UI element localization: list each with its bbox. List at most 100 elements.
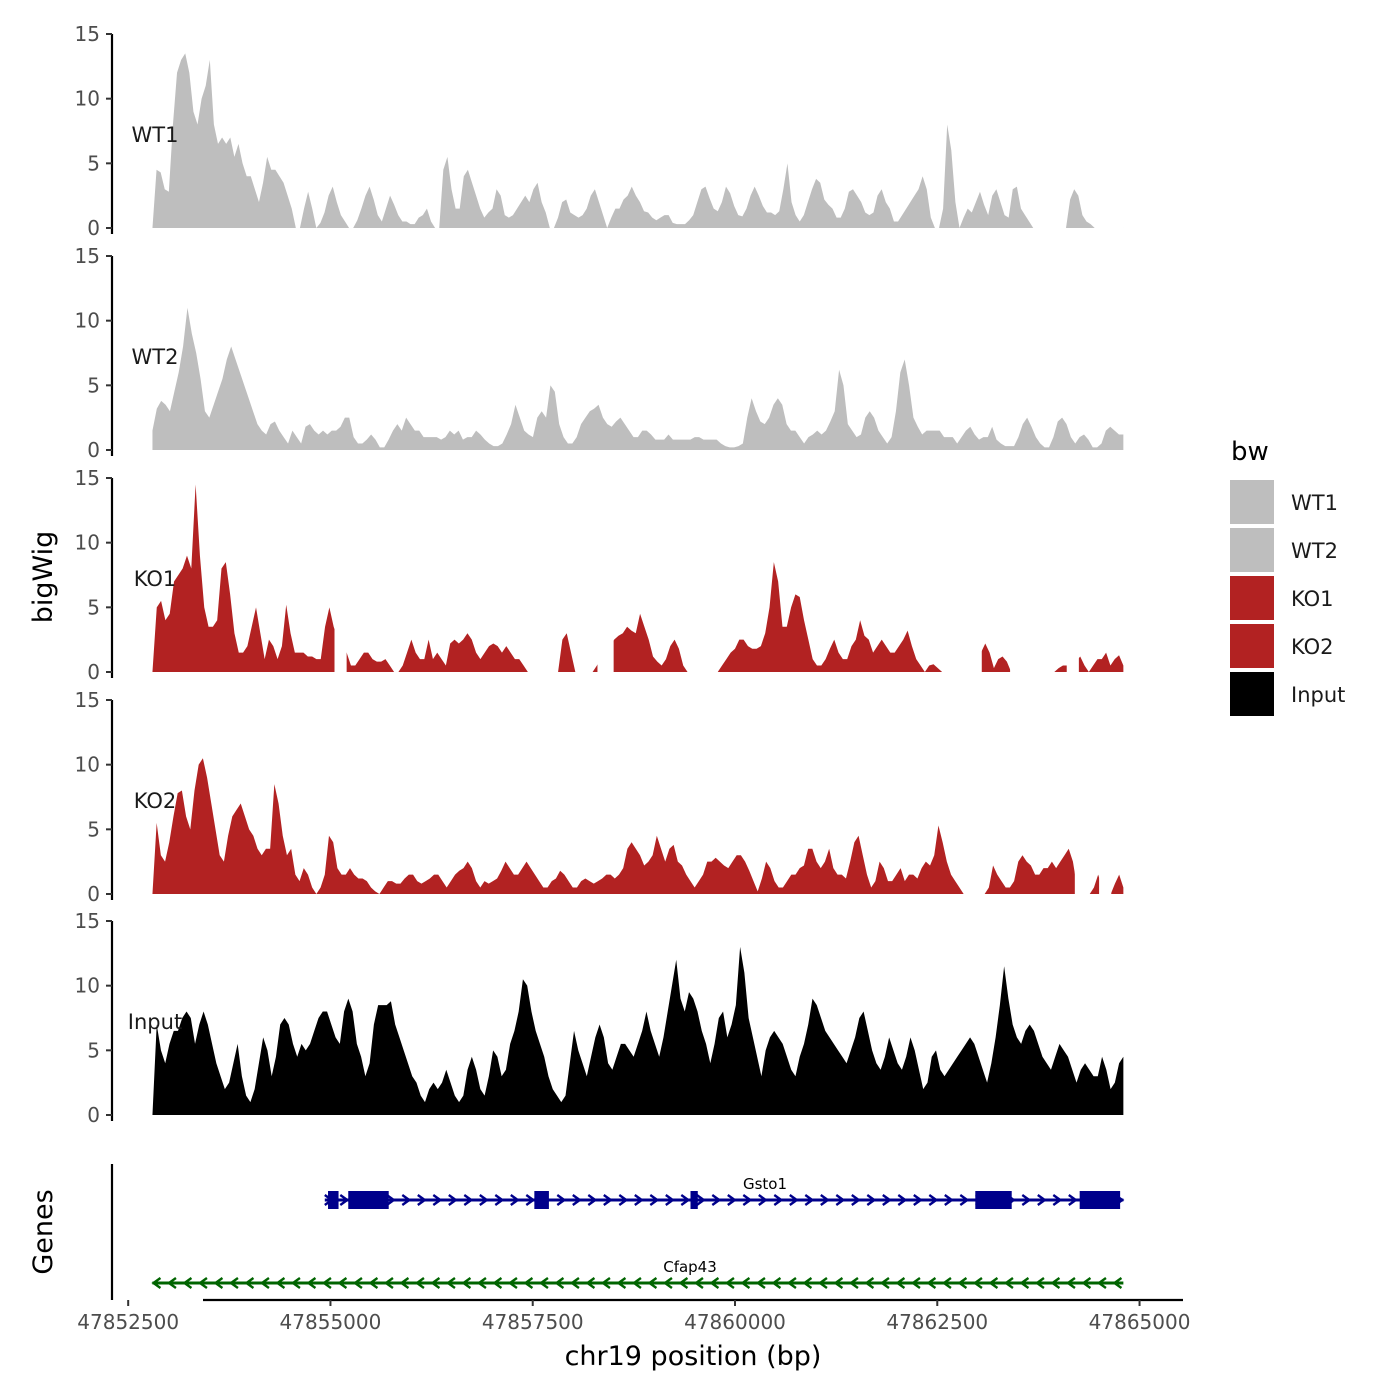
coverage-tracks: 0 5 10 15 0 5 10 15 0 5 10 15 0 5 10 15 0 5 10 15	[75, 22, 1124, 1127]
strand-arrow	[603, 1194, 613, 1206]
strand-arrow	[600, 1277, 611, 1289]
track-labels: WT1 WT2 KO1 KO2 Input	[128, 123, 182, 1034]
strand-arrow	[321, 1277, 332, 1289]
strand-arrow	[665, 1194, 675, 1206]
strand-arrow	[897, 1194, 908, 1206]
strand-arrow	[383, 1277, 394, 1289]
coverage-gap	[528, 476, 541, 672]
y-tick-label: 15	[75, 466, 100, 490]
strand-arrow	[445, 1277, 456, 1289]
coverage-area-wt1	[152, 53, 1124, 229]
strand-arrow	[417, 1194, 427, 1206]
strand-arrow	[802, 1277, 813, 1289]
y-tick-label: 10	[75, 309, 100, 333]
track-ko2: 0 5 10 15	[75, 688, 1124, 906]
strand-arrow	[1034, 1277, 1045, 1289]
strand-arrow	[740, 1277, 751, 1289]
legend-title: bw	[1231, 437, 1269, 467]
strand-arrow	[1096, 1277, 1107, 1289]
coverage-area-wt2	[152, 307, 1124, 450]
strand-arrow	[882, 1194, 892, 1206]
strand-arrow	[647, 1277, 658, 1289]
strand-arrow	[166, 1277, 177, 1289]
gene-name-label: Cfap43	[663, 1258, 717, 1276]
strand-arrow	[554, 1277, 565, 1289]
strand-arrow	[244, 1277, 255, 1289]
strand-arrow	[742, 1194, 753, 1206]
gene-track: Gsto1 Cfap43	[110, 1164, 1125, 1300]
track-input: 0 5 10 15	[75, 909, 1124, 1127]
coverage-gap	[597, 476, 614, 672]
strand-arrow	[386, 1194, 396, 1206]
gene-name-label: Gsto1	[743, 1175, 787, 1193]
strand-arrow	[789, 1194, 799, 1206]
strand-arrow	[182, 1277, 193, 1289]
x-tick-label: 47865000	[1089, 1310, 1191, 1334]
x-axis-title: chr19 position (bp)	[565, 1341, 822, 1372]
x-tick-label: 47855000	[280, 1310, 382, 1334]
strand-arrow	[634, 1194, 644, 1206]
strand-arrow	[771, 1277, 782, 1289]
strand-arrow	[1003, 1277, 1014, 1289]
strand-arrow	[944, 1194, 954, 1206]
strand-arrow	[510, 1194, 520, 1206]
strand-arrow	[479, 1194, 489, 1206]
y-tick-label: 0	[87, 660, 100, 684]
strand-arrow	[1052, 1194, 1063, 1206]
legend-label: Input	[1291, 683, 1345, 707]
strand-arrow	[988, 1277, 999, 1289]
track-label-wt2: WT2	[132, 345, 179, 369]
legend-label: WT1	[1291, 491, 1338, 515]
y-tick-label: 10	[75, 753, 100, 777]
strand-arrow	[525, 1194, 536, 1206]
strand-arrow	[306, 1277, 317, 1289]
track-label-ko1: KO1	[134, 567, 177, 591]
strand-arrow	[941, 1277, 952, 1289]
gene-gsto1: Gsto1	[324, 1175, 1125, 1209]
y-tick-label: 10	[75, 531, 100, 555]
strand-arrow	[680, 1194, 691, 1206]
strand-arrow	[1021, 1194, 1032, 1206]
coverage-area-ko1	[152, 484, 1124, 672]
gene-cfap43: Cfap43	[151, 1258, 1124, 1289]
legend-label: KO2	[1291, 635, 1334, 659]
coverage-gap	[945, 476, 982, 672]
legend-swatch	[1230, 672, 1274, 716]
genes-axis-title: Genes	[28, 1189, 59, 1274]
exon-block	[1079, 1191, 1121, 1209]
coverage-gap	[1010, 476, 1031, 672]
strand-arrow	[879, 1277, 890, 1289]
exon-block	[534, 1191, 549, 1209]
strand-arrow	[817, 1277, 828, 1289]
strand-arrow	[724, 1277, 735, 1289]
strand-arrow	[758, 1194, 768, 1206]
x-axis: 47852500 47855000 47857500 47860000 47862500…	[77, 1298, 1191, 1334]
strand-arrow	[616, 1277, 627, 1289]
strand-arrow	[631, 1277, 642, 1289]
legend: WT1 WT2 KO1 KO2 Input	[1230, 480, 1345, 716]
strand-arrow	[866, 1194, 877, 1206]
strand-arrow	[414, 1277, 425, 1289]
track-label-wt1: WT1	[132, 123, 179, 147]
legend-swatch	[1230, 624, 1274, 668]
strand-arrow	[957, 1277, 968, 1289]
strand-arrow	[820, 1194, 830, 1206]
y-tick-label: 5	[87, 373, 100, 397]
track-ko1: 0 5 10 15	[75, 466, 1124, 684]
coverage-gap	[690, 476, 707, 672]
legend-entry-wt1: WT1	[1230, 480, 1338, 524]
strand-arrow	[368, 1277, 379, 1289]
legend-swatch	[1230, 480, 1274, 524]
track-label-ko2: KO2	[134, 789, 177, 813]
legend-swatch	[1230, 576, 1274, 620]
y-tick-label: 0	[87, 216, 100, 240]
strand-arrow	[618, 1194, 629, 1206]
exon-block	[975, 1191, 1012, 1209]
strand-arrow	[1019, 1277, 1030, 1289]
strand-arrow	[476, 1277, 487, 1289]
y-tick-label: 10	[75, 87, 100, 111]
y-tick-label: 5	[87, 817, 100, 841]
y-axis-title: bigWig	[28, 531, 59, 624]
strand-arrow	[1065, 1277, 1076, 1289]
